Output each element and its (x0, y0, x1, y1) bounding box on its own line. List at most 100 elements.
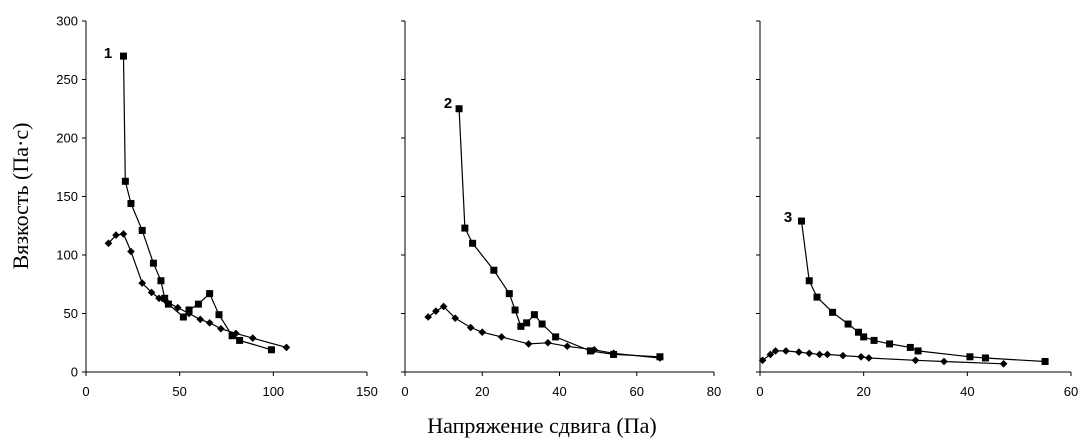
square-marker (511, 306, 519, 314)
panel-label: 3 (784, 209, 792, 226)
diamond-marker (771, 347, 780, 355)
diamond-marker (205, 319, 214, 327)
square-marker (267, 346, 275, 354)
diamond-marker (112, 231, 120, 239)
diamond-marker (466, 323, 475, 332)
series-line-square (800, 221, 1046, 363)
panel-label: 1 (104, 45, 112, 62)
diamond-marker (940, 357, 948, 366)
square-marker (966, 353, 974, 361)
square-marker (228, 332, 236, 340)
diamond-marker (248, 334, 257, 342)
y-tick-label: 150 (56, 189, 78, 204)
diamond-marker (147, 288, 156, 297)
diamond-marker (196, 315, 205, 324)
square-marker (586, 347, 594, 355)
square-marker (860, 333, 868, 341)
x-tick-label: 20 (475, 384, 489, 399)
square-marker (215, 311, 223, 319)
square-marker (455, 105, 463, 113)
y-tick-label: 0 (71, 365, 78, 380)
diamond-marker (451, 314, 460, 322)
square-marker (886, 340, 894, 348)
diamond-marker (795, 348, 803, 356)
diamond-marker (497, 333, 506, 341)
series-line-square (122, 56, 272, 351)
diamond-marker (432, 307, 440, 315)
y-tick-label: 50 (64, 306, 78, 321)
y-tick-label: 250 (56, 72, 78, 87)
diamond-marker (138, 279, 146, 287)
diamond-marker (999, 360, 1008, 368)
diamond-marker (104, 239, 113, 248)
diamond-marker (217, 324, 225, 333)
diamond-marker (424, 313, 432, 321)
square-marker (490, 266, 498, 274)
x-tick-label: 40 (960, 384, 974, 399)
square-marker (469, 239, 477, 247)
square-marker (538, 320, 546, 328)
y-tick-label: 300 (56, 14, 78, 29)
square-marker (161, 294, 169, 302)
square-marker (870, 336, 878, 344)
diamond-marker (839, 351, 847, 360)
diamond-marker (805, 349, 814, 358)
y-tick-label: 200 (56, 131, 78, 146)
diamond-marker (823, 350, 832, 359)
series-line-square (458, 108, 660, 358)
diamond-marker (282, 343, 291, 352)
square-marker (914, 347, 922, 355)
diamond-marker (232, 329, 240, 338)
diamond-marker (185, 309, 193, 318)
square-marker (530, 311, 538, 319)
diamond-marker (911, 356, 920, 365)
x-tick-label: 60 (630, 384, 644, 399)
x-tick-label: 0 (401, 384, 408, 399)
x-tick-label: 50 (172, 384, 186, 399)
x-tick-label: 80 (707, 384, 721, 399)
panel-1: 0 50 100 150 200 250 300 0 50 100 150 1 (56, 14, 378, 400)
square-marker (844, 320, 852, 328)
series-line-diamond (108, 233, 287, 348)
y-tick-label: 100 (56, 248, 78, 263)
diamond-marker (656, 354, 664, 362)
diamond-marker (590, 345, 599, 354)
square-marker (127, 200, 135, 208)
diamond-marker (173, 303, 182, 312)
x-tick-label: 40 (552, 384, 566, 399)
diamond-marker (544, 338, 552, 347)
x-tick-label: 150 (356, 384, 378, 399)
square-marker (854, 328, 862, 336)
x-tick-label: 0 (82, 384, 89, 399)
panel-2: 0 20 40 60 80 2 (401, 20, 721, 399)
square-marker (236, 336, 244, 344)
square-marker (194, 300, 202, 308)
diamond-marker (155, 294, 163, 303)
diamond-marker (815, 350, 824, 359)
diamond-marker (865, 354, 873, 362)
diamond-marker (478, 328, 487, 337)
square-marker (121, 177, 129, 185)
square-marker (157, 277, 165, 285)
panel-label: 2 (444, 95, 452, 112)
square-marker (797, 217, 805, 225)
square-marker (179, 313, 187, 321)
panel-3: 0 20 40 60 3 (756, 20, 1078, 399)
x-tick-label: 0 (756, 384, 763, 399)
x-tick-label: 100 (262, 384, 284, 399)
diamond-marker (439, 302, 448, 311)
diamond-marker (563, 342, 572, 351)
square-marker (149, 259, 157, 267)
square-marker (517, 322, 525, 330)
square-marker (164, 300, 172, 308)
square-marker (981, 354, 989, 362)
diamond-marker (857, 352, 865, 361)
diamond-marker (119, 230, 128, 238)
square-marker (829, 308, 837, 316)
square-marker (813, 293, 821, 301)
square-marker (552, 333, 560, 341)
x-tick-label: 60 (1064, 384, 1078, 399)
diamond-marker (766, 350, 775, 359)
